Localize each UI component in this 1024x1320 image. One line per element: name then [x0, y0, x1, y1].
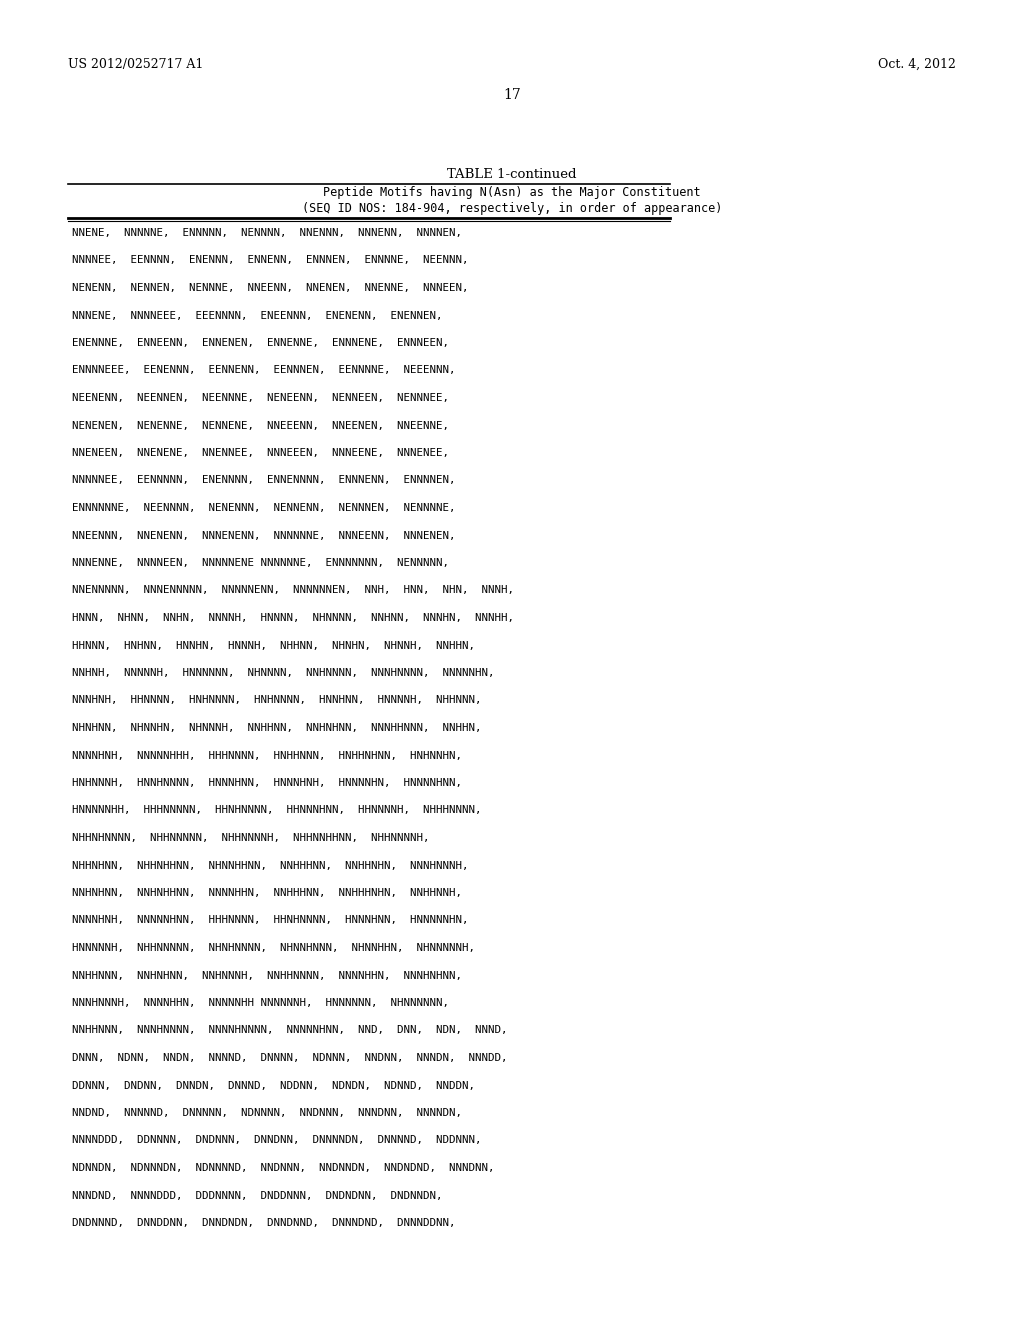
Text: NNNENNE,  NNNNEEN,  NNNNNENE NNNNNNE,  ENNNNNNN,  NENNNNN,: NNNENNE, NNNNEEN, NNNNNENE NNNNNNE, ENNN… [72, 558, 449, 568]
Text: NNNNNEE,  EENNNNN,  ENENNNN,  ENNENNNN,  ENNNENN,  ENNNNEN,: NNNNNEE, EENNNNN, ENENNNN, ENNENNNN, ENN… [72, 475, 456, 486]
Text: NNNHNH,  HHNNNN,  HNHNNNN,  HNHNNNN,  HNNHNN,  HNNNNH,  NHHNNN,: NNNHNH, HHNNNN, HNHNNNN, HNHNNNN, HNNHNN… [72, 696, 481, 705]
Text: NNNNHNH,  NNNNNHNN,  HHHNNNN,  HHNHNNNN,  HNNNHNN,  HNNNNNHN,: NNNNHNH, NNNNNHNN, HHHNNNN, HHNHNNNN, HN… [72, 916, 469, 925]
Text: HHNNN,  HNHNN,  HNNHN,  HNNNH,  NHHNN,  NHNHN,  NHNNH,  NNHHN,: HHNNN, HNHNN, HNNHN, HNNNH, NHHNN, NHNHN… [72, 640, 475, 651]
Text: NNHNH,  NNNNNH,  HNNNNNN,  NHNNNN,  NNHNNNN,  NNNHNNNN,  NNNNNHN,: NNHNH, NNNNNH, HNNNNNN, NHNNNN, NNHNNNN,… [72, 668, 495, 678]
Text: 17: 17 [503, 88, 521, 102]
Text: ENNNNEEE,  EENENNN,  EENNENN,  EENNNEN,  EENNNNE,  NEEENNN,: ENNNNEEE, EENENNN, EENNENN, EENNNEN, EEN… [72, 366, 456, 375]
Text: NDNNDN,  NDNNNDN,  NDNNNND,  NNDNNN,  NNDNNDN,  NNDNDND,  NNNDNN,: NDNNDN, NDNNNDN, NDNNNND, NNDNNN, NNDNND… [72, 1163, 495, 1173]
Text: NENENEN,  NENENNE,  NENNENE,  NNEEENN,  NNEENEN,  NNEENNE,: NENENEN, NENENNE, NENNENE, NNEEENN, NNEE… [72, 421, 449, 430]
Text: US 2012/0252717 A1: US 2012/0252717 A1 [68, 58, 204, 71]
Text: NNENNNNN,  NNNENNNNN,  NNNNNENN,  NNNNNNEN,  NNH,  HNN,  NHN,  NNNH,: NNENNNNN, NNNENNNNN, NNNNNENN, NNNNNNEN,… [72, 586, 514, 595]
Text: DNNN,  NDNN,  NNDN,  NNNND,  DNNNN,  NDNNN,  NNDNN,  NNNDN,  NNNDD,: DNNN, NDNN, NNDN, NNNND, DNNNN, NDNNN, N… [72, 1053, 508, 1063]
Text: NEENENN,  NEENNEN,  NEENNNE,  NENEENN,  NENNEEN,  NENNNEE,: NEENENN, NEENNEN, NEENNNE, NENEENN, NENN… [72, 393, 449, 403]
Text: NNENEEN,  NNENENE,  NNENNEE,  NNNEEEN,  NNNEENE,  NNNENEE,: NNENEEN, NNENENE, NNENNEE, NNNEEEN, NNNE… [72, 447, 449, 458]
Text: NNNHNNNH,  NNNNHHN,  NNNNNHH NNNNNNH,  HNNNNNN,  NHNNNNNN,: NNNHNNNH, NNNNHHN, NNNNNHH NNNNNNH, HNNN… [72, 998, 449, 1008]
Text: NNNDND,  NNNNDDD,  DDDNNNN,  DNDDNNN,  DNDNDNN,  DNDNNDN,: NNNDND, NNNNDDD, DDDNNNN, DNDDNNN, DNDND… [72, 1191, 442, 1200]
Text: NNHNHNN,  NNHNHHNN,  NNNNHHN,  NNHHHNN,  NNHHHNHN,  NNHHNNH,: NNHNHNN, NNHNHHNN, NNNNHHN, NNHHHNN, NNH… [72, 888, 462, 898]
Text: NHNHNN,  NHNNHN,  NHNNNH,  NNHHNN,  NNHNHNN,  NNNHHNNN,  NNHHN,: NHNHNN, NHNNHN, NHNNNH, NNHHNN, NNHNHNN,… [72, 723, 481, 733]
Text: HNNNNNHH,  HHHNNNNN,  HHNHNNNN,  HHNNNHNN,  HHNNNNH,  NHHHNNNN,: HNNNNNHH, HHHNNNNN, HHNHNNNN, HHNNNHNN, … [72, 805, 481, 816]
Text: TABLE 1-continued: TABLE 1-continued [447, 168, 577, 181]
Text: NNHHNNN,  NNHNHNN,  NNHNNNH,  NNHHNNNN,  NNNNHHN,  NNNHNHNN,: NNHHNNN, NNHNHNN, NNHNNNH, NNHHNNNN, NNN… [72, 970, 462, 981]
Text: NNHHNNN,  NNNHNNNN,  NNNNHNNNN,  NNNNNHNN,  NND,  DNN,  NDN,  NNND,: NNHHNNN, NNNHNNNN, NNNNHNNNN, NNNNNHNN, … [72, 1026, 508, 1035]
Text: ENNNNNNE,  NEENNNN,  NENENNN,  NENNENN,  NENNNEN,  NENNNNE,: ENNNNNNE, NEENNNN, NENENNN, NENNENN, NEN… [72, 503, 456, 513]
Text: NNENE,  NNNNNE,  ENNNNN,  NENNNN,  NNENNN,  NNNENN,  NNNNEN,: NNENE, NNNNNE, ENNNNN, NENNNN, NNENNN, N… [72, 228, 462, 238]
Text: NNEENNN,  NNENENN,  NNNENENN,  NNNNNNE,  NNNEENN,  NNNENEN,: NNEENNN, NNENENN, NNNENENN, NNNNNNE, NNN… [72, 531, 456, 540]
Text: HNHNNNH,  HNNHNNNN,  HNNNHNN,  HNNNHNH,  HNNNNHN,  HNNNNHNN,: HNHNNNH, HNNHNNNN, HNNNHNN, HNNNHNH, HNN… [72, 777, 462, 788]
Text: NNNNDDD,  DDNNNN,  DNDNNN,  DNNDNN,  DNNNNDN,  DNNNND,  NDDNNN,: NNNNDDD, DDNNNN, DNDNNN, DNNDNN, DNNNNDN… [72, 1135, 481, 1146]
Text: Oct. 4, 2012: Oct. 4, 2012 [879, 58, 956, 71]
Text: DDNNN,  DNDNN,  DNNDN,  DNNND,  NDDNN,  NDNDN,  NDNND,  NNDDN,: DDNNN, DNDNN, DNNDN, DNNND, NDDNN, NDNDN… [72, 1081, 475, 1090]
Text: HNNNNNH,  NHHNNNNN,  NHNHNNNN,  NHNNHNNN,  NHNNHHN,  NHNNNNNH,: HNNNNNH, NHHNNNNN, NHNHNNNN, NHNNHNNN, N… [72, 942, 475, 953]
Text: NNDND,  NNNNND,  DNNNNN,  NDNNNN,  NNDNNN,  NNNDNN,  NNNNDN,: NNDND, NNNNND, DNNNNN, NDNNNN, NNDNNN, N… [72, 1107, 462, 1118]
Text: DNDNNND,  DNNDDNN,  DNNDNDN,  DNNDNND,  DNNNDND,  DNNNDDNN,: DNDNNND, DNNDDNN, DNNDNDN, DNNDNND, DNNN… [72, 1218, 456, 1228]
Text: HNNN,  NHNN,  NNHN,  NNNNH,  HNNNN,  NHNNNN,  NNHNN,  NNNHN,  NNNHH,: HNNN, NHNN, NNHN, NNNNH, HNNNN, NHNNNN, … [72, 612, 514, 623]
Text: (SEQ ID NOS: 184-904, respectively, in order of appearance): (SEQ ID NOS: 184-904, respectively, in o… [302, 202, 722, 215]
Text: ENENNNE,  ENNEENN,  ENNENEN,  ENNENNE,  ENNNENE,  ENNNEEN,: ENENNNE, ENNEENN, ENNENEN, ENNENNE, ENNN… [72, 338, 449, 348]
Text: NNNNEE,  EENNNN,  ENENNN,  ENNENN,  ENNNEN,  ENNNNE,  NEENNN,: NNNNEE, EENNNN, ENENNN, ENNENN, ENNNEN, … [72, 256, 469, 265]
Text: Peptide Motifs having N(Asn) as the Major Constituent: Peptide Motifs having N(Asn) as the Majo… [324, 186, 700, 199]
Text: NNNNHNH,  NNNNNHHH,  HHHNNNN,  HNHHNNN,  HNHHNHNN,  HNHNNHN,: NNNNHNH, NNNNNHHH, HHHNNNN, HNHHNNN, HNH… [72, 751, 462, 760]
Text: NNNENE,  NNNNEEE,  EEENNNN,  ENEENNN,  ENENENN,  ENENNEN,: NNNENE, NNNNEEE, EEENNNN, ENEENNN, ENENE… [72, 310, 442, 321]
Text: NHHNHNN,  NHHNHHNN,  NHNNHHNN,  NNHHHNN,  NNHHNHN,  NNNHNNNH,: NHHNHNN, NHHNHHNN, NHNNHHNN, NNHHHNN, NN… [72, 861, 469, 870]
Text: NENENN,  NENNEN,  NENNNE,  NNEENN,  NNENEN,  NNENNE,  NNNEEN,: NENENN, NENNEN, NENNNE, NNEENN, NNENEN, … [72, 282, 469, 293]
Text: NHHNHNNNN,  NHHNNNNN,  NHHNNNNH,  NHHNNHHNN,  NHHNNNNH,: NHHNHNNNN, NHHNNNNN, NHHNNNNH, NHHNNHHNN… [72, 833, 429, 843]
